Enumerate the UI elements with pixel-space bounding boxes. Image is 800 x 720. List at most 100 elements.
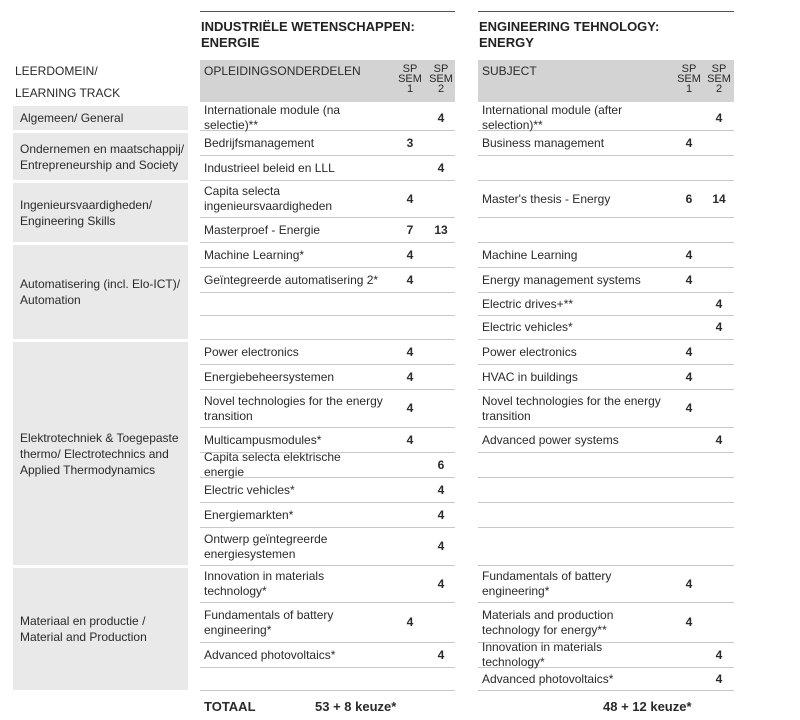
course-name: Multicampusmodules* (204, 432, 322, 447)
course-name: Geïntegreerde automatisering 2* (204, 272, 379, 287)
table-row: Masterproef - Energie 7 13 (200, 218, 455, 243)
table-row (200, 293, 455, 316)
table-row: Energiebeheersystemen 4 (200, 365, 455, 390)
credits-sem2: 4 (437, 576, 445, 591)
credits-sem1: 3 (406, 135, 414, 150)
left-table-header: OPLEIDINGSONDERDELEN SP SEM 1 SP SEM 2 (200, 60, 455, 102)
course-name: Electric vehicles* (204, 482, 295, 497)
course-name: Industrieel beleid en LLL (204, 160, 335, 175)
credits-sem1: 4 (406, 615, 414, 629)
credits-sem2: 4 (437, 507, 445, 522)
table-row: Advanced photovoltaics* 4 (478, 668, 734, 691)
left-program-title: INDUSTRIËLE WETENSCHAPPEN: ENERGIE (201, 19, 415, 51)
course-name: Fundamentals of battery engineering* (482, 569, 612, 598)
table-row (478, 478, 734, 503)
table-row: Novel technologies for the energy transi… (200, 390, 455, 428)
table-row (200, 668, 455, 691)
column-header-sem1: SP SEM 1 (398, 63, 422, 95)
table-row: Capita selecta elektrische energie 6 (200, 450, 455, 479)
course-name: Energiemarkten* (204, 507, 294, 522)
credits-sem2: 4 (437, 647, 445, 662)
table-row: Innovation in materials technology* 4 (200, 566, 455, 603)
credits-sem1: 4 (406, 369, 414, 384)
title-line: ENGINEERING TEHNOLOGY: (479, 19, 660, 34)
table-row: Advanced photovoltaics* 4 (200, 643, 455, 668)
table-row: Ontwerp geïntegreerde energiesystemen 4 (200, 528, 455, 566)
table-row: Electric drives+** 4 (478, 293, 734, 316)
credits-sem2: 13 (434, 222, 448, 237)
table-row: Materials and production technology for … (478, 603, 734, 643)
table-row: Electric vehicles* 4 (478, 316, 734, 340)
credits-sem2: 4 (715, 432, 723, 447)
credits-sem1: 4 (685, 576, 693, 591)
divider (478, 11, 734, 12)
table-row: Electric vehicles* 4 (200, 478, 455, 503)
credits-sem1: 4 (685, 247, 693, 262)
table-row: Internationale module (na selectie)** 4 (200, 103, 455, 132)
credits-sem1: 4 (406, 272, 414, 287)
learning-track: Materiaal en productie / Material and Pr… (13, 568, 188, 690)
course-name: Capita selecta elektrische energie (204, 450, 341, 479)
column-header-sem2: SP SEM 2 (707, 63, 731, 95)
learning-track: Algemeen/ General (13, 106, 188, 130)
title-line: ENERGY (479, 35, 534, 50)
learning-track: Elektrotechniek & Toegepaste thermo/ Ele… (13, 342, 188, 565)
credits-sem1: 4 (406, 191, 414, 206)
column-header-subject: OPLEIDINGSONDERDELEN (204, 64, 361, 78)
total-left: 53 + 8 keuze* (315, 699, 397, 714)
credits-sem1: 4 (406, 432, 414, 447)
learning-track: Automatisering (incl. Elo-ICT)/ Automati… (13, 245, 188, 339)
course-name: Power electronics (482, 344, 577, 359)
total-label: TOTAAL (204, 699, 256, 714)
credits-sem2: 14 (712, 191, 726, 206)
table-row: Fundamentals of battery engineering* 4 (478, 566, 734, 603)
course-name: Advanced photovoltaics* (204, 647, 336, 662)
credits-sem2: 6 (437, 457, 445, 472)
credits-sem1: 4 (685, 369, 693, 384)
course-name: Business management (482, 135, 605, 150)
course-name: Bedrijfsmanagement (204, 135, 315, 150)
column-header-sem1: SP SEM 1 (677, 63, 701, 95)
course-name: Advanced power systems (482, 432, 619, 447)
course-name: Materials and production technology for … (482, 607, 614, 637)
credits-sem2: 4 (715, 110, 723, 125)
table-row: Novel technologies for the energy transi… (478, 390, 734, 428)
table-row: Capita selecta ingenieursvaardigheden 4 (200, 181, 455, 218)
course-name: Innovation in materials technology* (482, 640, 603, 669)
table-row (478, 528, 734, 566)
table-row: Geïntegreerde automatisering 2* 4 (200, 268, 455, 293)
table-row: Power electronics 4 (200, 340, 455, 365)
table-row (478, 503, 734, 528)
credits-sem1: 4 (406, 401, 414, 415)
course-name: Machine Learning (482, 247, 578, 262)
credits-sem2: 4 (715, 671, 723, 686)
table-row: International module (after selection)**… (478, 103, 734, 132)
course-name: HVAC in buildings (482, 369, 578, 384)
credits-sem1: 4 (685, 401, 693, 415)
title-line: INDUSTRIËLE WETENSCHAPPEN: (201, 19, 415, 34)
table-row: Energy management systems 4 (478, 268, 734, 293)
right-program-title: ENGINEERING TEHNOLOGY: ENERGY (479, 19, 659, 51)
course-name: International module (after selection)** (482, 103, 623, 132)
table-row (478, 156, 734, 181)
course-name: Energy management systems (482, 272, 641, 287)
course-name: Electric drives+** (482, 296, 574, 311)
credits-sem1: 4 (685, 344, 693, 359)
course-name: Masterproef - Energie (204, 222, 321, 237)
credits-sem1: 4 (406, 344, 414, 359)
total-right: 48 + 12 keuze* (603, 699, 692, 714)
right-table-header: SUBJECT SP SEM 1 SP SEM 2 (478, 60, 734, 102)
table-row: Bedrijfsmanagement 3 (200, 131, 455, 156)
course-name: Internationale module (na selectie)** (204, 103, 341, 132)
credits-sem2: 4 (715, 296, 723, 311)
learning-track: Ondernemen en maatschappij/ Entrepreneur… (13, 133, 188, 180)
course-name: Innovation in materials technology* (204, 569, 325, 598)
table-row: Advanced power systems 4 (478, 428, 734, 453)
title-line: ENERGIE (201, 35, 260, 50)
table-row: Machine Learning* 4 (200, 243, 455, 268)
credits-sem2: 4 (437, 482, 445, 497)
table-row: Machine Learning 4 (478, 243, 734, 268)
course-name: Fundamentals of battery engineering* (204, 607, 334, 637)
divider (200, 11, 455, 12)
